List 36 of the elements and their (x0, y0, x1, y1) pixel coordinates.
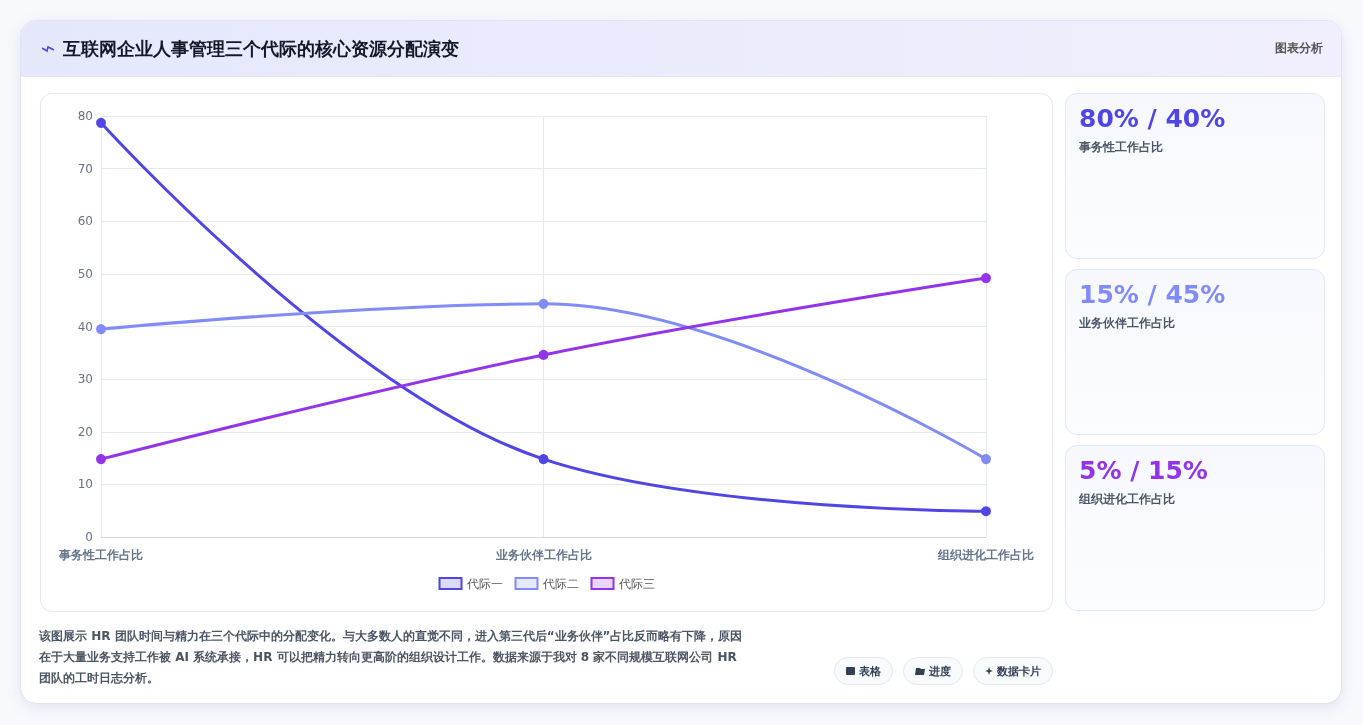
point (981, 454, 991, 465)
y-tick-label: 20 (77, 424, 93, 439)
text: 组织进化工作占比 (1079, 491, 1175, 508)
point (96, 117, 106, 128)
point (538, 298, 549, 309)
legend-label: 代际二 (541, 576, 579, 591)
y-tick-label: 60 (77, 214, 93, 229)
point (981, 273, 991, 284)
point (538, 454, 549, 465)
y-tick-label: 10 (77, 477, 93, 492)
text: 80% / 40% (1079, 104, 1226, 133)
y-tick-label: 0 (85, 530, 93, 544)
point (96, 454, 106, 465)
x-tick-label: 组织进化工作占比 (937, 548, 1034, 562)
text: 5% / 15% (1079, 456, 1208, 485)
text: 该图展示 HR 团队时间与精力在三个代际中的分配变化。与大多数人的直觉不同，进入第三代后“业务伙伴”占比反而略有下降，原因在于大量业务支持工作被 AI 系统承接，HR 可以把精力转向更高阶的组织设计工作。数据来源于我对 8 家不同规模互联网公司 HR 团队的工时日志分析。 (39, 628, 744, 687)
legend-label: 代际一 (465, 576, 503, 591)
point (96, 324, 106, 335)
point (981, 506, 991, 517)
text: 表格 (834, 657, 893, 685)
chart-title: 互联网企业人事管理三个代际的核心资源分配演变 (63, 37, 459, 61)
y-tick-label: 50 (77, 266, 93, 281)
point (538, 349, 549, 360)
legend-label: 代际三 (617, 576, 655, 591)
y-tick-label: 80 (77, 109, 93, 123)
text: 事务性工作占比 (1079, 139, 1163, 156)
y-tick-label: 30 (77, 372, 93, 387)
y-tick-label: 40 (77, 319, 93, 334)
text: 图表分析 (1275, 40, 1323, 57)
y-tick-label: 70 (77, 161, 93, 176)
x-tick-label: 业务伙伴工作占比 (494, 548, 592, 562)
text: 进度 (903, 657, 963, 685)
text: 15% / 45% (1079, 280, 1226, 309)
text: 数据卡片 (973, 657, 1053, 685)
text: 业务伙伴工作占比 (1079, 315, 1175, 332)
x-tick-label: 事务性工作占比 (58, 548, 143, 562)
